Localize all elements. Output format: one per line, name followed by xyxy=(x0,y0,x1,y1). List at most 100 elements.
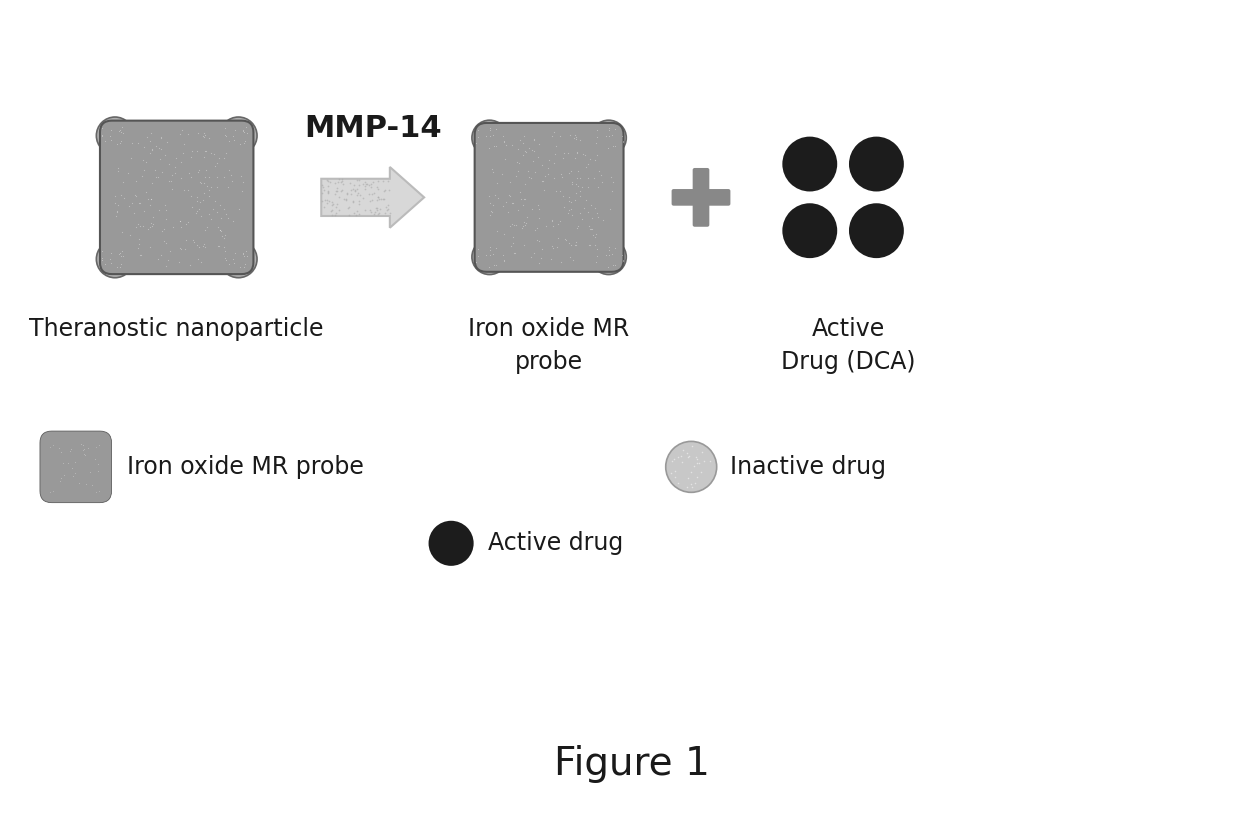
Point xyxy=(613,254,632,267)
Point xyxy=(496,196,516,209)
Point xyxy=(78,441,98,454)
Point xyxy=(188,253,208,266)
Point xyxy=(485,188,505,202)
Point xyxy=(529,235,549,248)
Text: Inactive drug: Inactive drug xyxy=(730,455,887,479)
Point xyxy=(107,205,126,218)
Point xyxy=(525,224,544,237)
Point xyxy=(366,201,386,214)
Point xyxy=(565,235,585,249)
Point xyxy=(568,164,588,177)
Point xyxy=(347,205,367,218)
Point xyxy=(481,208,501,221)
Point xyxy=(343,179,363,192)
Point xyxy=(466,136,486,149)
Point xyxy=(603,258,622,272)
Point xyxy=(222,174,242,188)
Point xyxy=(148,253,167,266)
Point xyxy=(689,457,709,470)
Point xyxy=(329,191,348,204)
Point xyxy=(599,243,619,256)
Point xyxy=(316,193,336,207)
Point xyxy=(331,176,351,189)
Point xyxy=(182,145,202,158)
Circle shape xyxy=(219,117,257,154)
Point xyxy=(184,234,203,247)
Point xyxy=(558,146,578,160)
Point xyxy=(486,258,506,272)
Point xyxy=(133,219,153,232)
Point xyxy=(108,164,128,177)
Point xyxy=(139,222,159,235)
Point xyxy=(216,244,236,258)
Point xyxy=(219,163,239,176)
Point xyxy=(134,204,154,217)
Point xyxy=(560,250,580,263)
Point xyxy=(560,165,580,178)
Point xyxy=(503,197,523,210)
Point xyxy=(521,250,541,263)
Point xyxy=(50,474,69,487)
Point xyxy=(234,258,254,271)
Point xyxy=(215,202,234,216)
Point xyxy=(522,143,542,156)
Point xyxy=(326,207,346,220)
Point xyxy=(172,123,192,137)
Point xyxy=(113,126,133,139)
Point xyxy=(197,220,217,233)
FancyBboxPatch shape xyxy=(475,123,624,272)
Point xyxy=(151,225,171,238)
Point xyxy=(513,192,533,205)
Point xyxy=(112,134,131,147)
Point xyxy=(368,190,388,203)
Point xyxy=(605,242,625,255)
Circle shape xyxy=(92,438,105,450)
Point xyxy=(143,217,162,230)
Point xyxy=(482,248,502,261)
Point xyxy=(140,146,160,160)
Point xyxy=(495,152,515,165)
Point xyxy=(672,449,692,463)
Point xyxy=(614,253,634,267)
Point xyxy=(107,137,126,151)
Point xyxy=(507,155,527,168)
Point xyxy=(326,184,346,198)
Point xyxy=(334,192,353,205)
Point xyxy=(559,166,579,179)
Point xyxy=(176,233,196,246)
Point xyxy=(200,170,219,184)
Point xyxy=(73,443,93,456)
Point xyxy=(549,214,569,227)
Point xyxy=(138,131,157,144)
Point xyxy=(665,470,684,483)
Point xyxy=(336,193,356,206)
Point xyxy=(542,253,562,266)
Point xyxy=(108,206,128,219)
Point xyxy=(192,129,212,142)
Point xyxy=(327,197,347,210)
Point xyxy=(196,163,216,176)
Point xyxy=(233,123,253,137)
Point xyxy=(508,142,528,156)
Point xyxy=(237,126,257,139)
Point xyxy=(578,171,598,184)
Point xyxy=(81,465,100,478)
Point xyxy=(482,165,502,179)
Point xyxy=(126,174,146,188)
Point xyxy=(580,198,600,212)
Point xyxy=(339,202,358,215)
Point xyxy=(348,198,368,211)
Point xyxy=(105,190,125,203)
Point xyxy=(176,218,196,231)
Point xyxy=(123,136,143,149)
Point xyxy=(578,180,598,193)
Point xyxy=(113,175,133,188)
Point xyxy=(320,175,340,188)
Point xyxy=(108,198,128,212)
Point xyxy=(312,187,332,200)
Text: Theranostic nanoparticle: Theranostic nanoparticle xyxy=(30,317,324,341)
Text: Iron oxide MR probe: Iron oxide MR probe xyxy=(126,455,363,479)
Point xyxy=(156,203,176,216)
Point xyxy=(131,249,151,262)
Point xyxy=(100,257,120,270)
